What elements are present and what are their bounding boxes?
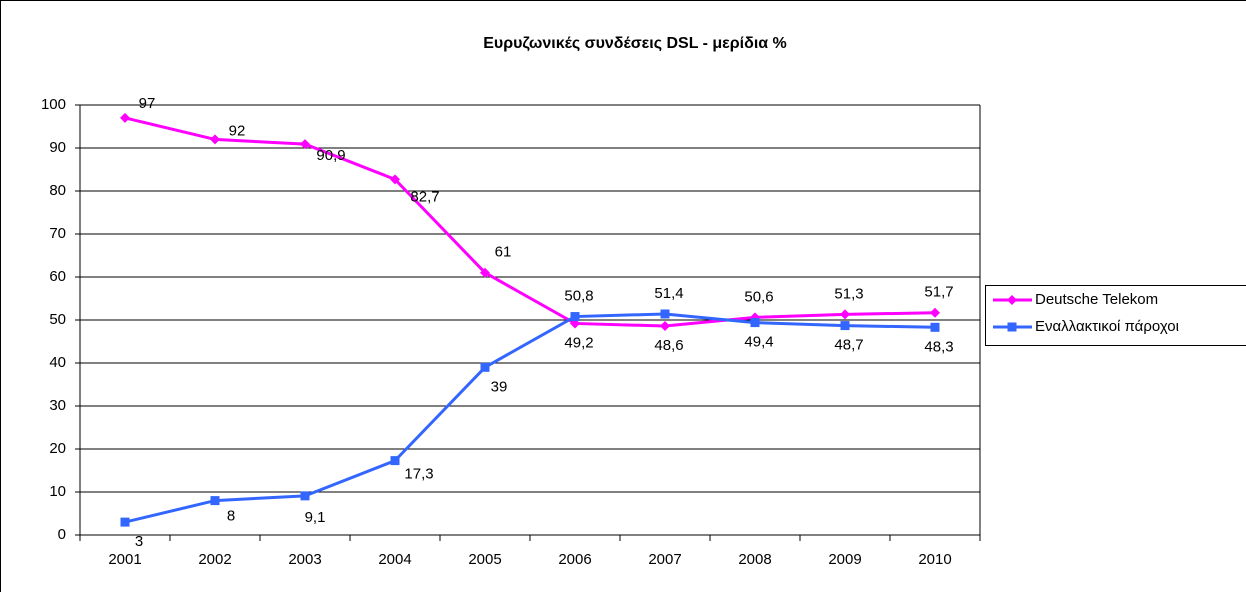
x-tick-label: 2005	[468, 551, 501, 568]
y-tick-label: 50	[49, 311, 66, 328]
marker	[840, 309, 850, 320]
x-tick-label: 2008	[738, 551, 771, 568]
marker	[480, 267, 490, 278]
data-label: 50,8	[564, 288, 593, 305]
data-label: 51,4	[654, 285, 683, 302]
marker	[660, 309, 670, 319]
data-label: 50,6	[744, 288, 773, 305]
series-line	[124, 312, 936, 524]
y-tick-label: 100	[41, 96, 66, 113]
x-tick-label: 2004	[378, 551, 411, 568]
marker	[660, 321, 670, 332]
legend-label: Εναλλακτικοί πάροχοι	[1035, 318, 1179, 335]
marker	[210, 134, 220, 145]
y-tick-label: 0	[58, 526, 66, 543]
data-label: 48,3	[924, 338, 953, 355]
data-label: 61	[495, 244, 512, 261]
marker	[840, 321, 850, 331]
data-label: 49,2	[564, 334, 593, 351]
legend-box	[985, 285, 1246, 346]
marker	[930, 322, 940, 332]
marker	[120, 112, 130, 123]
marker	[390, 174, 400, 185]
data-label: 48,7	[834, 337, 863, 354]
data-label: 82,7	[410, 188, 439, 205]
y-tick-label: 90	[49, 139, 66, 156]
x-tick-label: 2001	[108, 551, 141, 568]
legend-label: Deutsche Telekom	[1035, 291, 1158, 308]
chart-title: Ευρυζωνικές συνδέσεις DSL - μερίδια %	[483, 35, 787, 52]
marker	[300, 139, 310, 150]
marker	[210, 496, 220, 506]
marker	[120, 517, 130, 527]
x-tick-label: 2003	[288, 551, 321, 568]
marker	[570, 312, 580, 322]
marker	[750, 318, 760, 328]
y-tick-label: 70	[49, 225, 66, 242]
marker	[390, 456, 400, 466]
data-label: 51,7	[924, 284, 953, 301]
marker	[480, 362, 490, 372]
series-line	[124, 116, 936, 328]
data-label: 3	[135, 533, 143, 550]
data-label: 48,6	[654, 337, 683, 354]
data-label: 51,3	[834, 285, 863, 302]
y-tick-label: 10	[49, 483, 66, 500]
y-tick-label: 80	[49, 182, 66, 199]
legend-marker	[1007, 322, 1017, 332]
data-label: 39	[491, 378, 508, 395]
x-tick-label: 2009	[828, 551, 861, 568]
data-label: 90,9	[316, 147, 345, 164]
y-tick-label: 60	[49, 268, 66, 285]
x-tick-label: 2006	[558, 551, 591, 568]
y-tick-label: 40	[49, 354, 66, 371]
data-label: 97	[139, 95, 156, 112]
x-tick-label: 2010	[918, 551, 951, 568]
legend-marker	[1007, 295, 1017, 305]
y-tick-label: 30	[49, 397, 66, 414]
x-tick-label: 2007	[648, 551, 681, 568]
y-tick-label: 20	[49, 440, 66, 457]
data-label: 49,4	[744, 334, 773, 351]
marker	[300, 491, 310, 501]
marker	[930, 307, 940, 318]
data-label: 9,1	[305, 509, 326, 526]
x-tick-label: 2002	[198, 551, 231, 568]
data-label: 92	[229, 122, 246, 139]
data-label: 17,3	[404, 466, 433, 483]
data-label: 8	[227, 508, 235, 525]
